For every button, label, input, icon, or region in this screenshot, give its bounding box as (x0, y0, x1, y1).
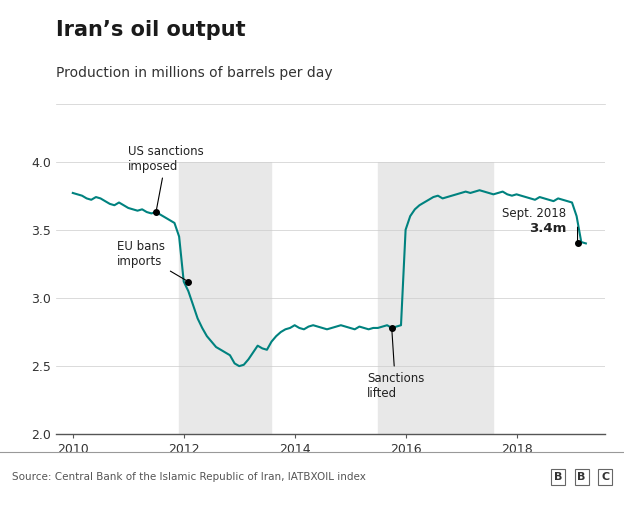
Text: Source: Central Bank of the Islamic Republic of Iran, IATBXOIL index: Source: Central Bank of the Islamic Repu… (12, 472, 366, 482)
Text: Production in millions of barrels per day: Production in millions of barrels per da… (56, 66, 333, 80)
Text: C: C (601, 472, 610, 482)
Text: 3.4m: 3.4m (529, 222, 567, 235)
Bar (378, 162, 493, 434)
Text: Iran’s oil output: Iran’s oil output (56, 20, 246, 40)
Text: EU bans
imports: EU bans imports (117, 240, 186, 280)
Text: Sanctions
lifted: Sanctions lifted (367, 331, 424, 399)
Text: US sanctions
imposed: US sanctions imposed (129, 144, 204, 209)
Text: Sept. 2018: Sept. 2018 (502, 207, 567, 220)
Text: B: B (577, 472, 586, 482)
Text: B: B (553, 472, 562, 482)
Bar (179, 162, 271, 434)
